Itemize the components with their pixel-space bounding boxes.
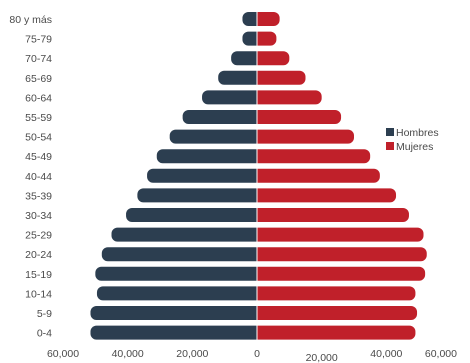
- bars-group: [90, 12, 427, 340]
- category-labels: 80 y más 75-79 70-74 65-69 60-64 55-59 50-54 45…: [9, 14, 52, 340]
- bar-hombres-70-74: [231, 51, 257, 66]
- category-label: 50-54: [25, 132, 52, 144]
- bar-mujeres-5-9: [257, 306, 418, 320]
- x-tick-label: 20,000: [176, 348, 208, 360]
- bar-mujeres-10-14: [257, 286, 416, 301]
- x-tick-label: 40,000: [112, 348, 144, 360]
- bar-mujeres-60-64: [257, 90, 322, 105]
- bar-hombres-20-24: [101, 247, 257, 262]
- bar-mujeres-55-59: [257, 110, 342, 124]
- legend-swatch-hombres: [386, 128, 394, 136]
- bar-hombres-40-44: [147, 168, 257, 183]
- bar-hombres-50-54: [169, 129, 257, 144]
- bar-hombres-65-69: [218, 70, 257, 85]
- bar-mujeres-65-69: [257, 70, 306, 85]
- bar-hombres-35-39: [137, 188, 257, 203]
- bar-mujeres-75-79: [257, 31, 277, 46]
- category-label: 0-4: [37, 328, 52, 340]
- bar-mujeres-15-19: [257, 266, 426, 281]
- bar-mujeres-70-74: [257, 51, 290, 66]
- bar-mujeres-25-29: [257, 227, 424, 242]
- bar-mujeres-20-24: [257, 247, 427, 262]
- category-label: 30-34: [25, 210, 52, 222]
- category-label: 70-74: [25, 53, 52, 65]
- category-label: 15-19: [25, 269, 52, 281]
- category-label: 60-64: [25, 92, 52, 104]
- bar-mujeres-35-39: [257, 188, 397, 203]
- bar-mujeres-30-34: [257, 208, 409, 222]
- category-label: 10-14: [25, 288, 52, 300]
- legend-label-hombres: Hombres: [396, 127, 439, 139]
- bar-hombres-30-34: [126, 208, 257, 222]
- x-tick-label: 60,000: [425, 348, 457, 360]
- bar-hombres-75-79: [242, 31, 257, 46]
- bar-mujeres-45-49: [257, 149, 371, 164]
- legend-label-mujeres: Mujeres: [396, 141, 433, 153]
- x-tick-label: 0: [254, 348, 260, 360]
- category-label: 40-44: [25, 171, 52, 183]
- x-tick-label: 40,000: [370, 348, 402, 360]
- bar-hombres-80-y-más: [242, 12, 257, 26]
- bar-mujeres-50-54: [257, 129, 354, 144]
- x-tick-label: 20,000: [306, 352, 338, 363]
- bar-hombres-45-49: [156, 149, 257, 164]
- bar-hombres-5-9: [90, 306, 257, 320]
- category-label: 25-29: [25, 230, 52, 242]
- bar-hombres-15-19: [95, 266, 257, 281]
- bar-hombres-55-59: [182, 110, 257, 124]
- legend-swatch-mujeres: [386, 142, 394, 150]
- category-label: 55-59: [25, 112, 52, 124]
- x-tick-labels: 60,000 40,000 20,000 0 20,000 40,000 60,000: [47, 348, 457, 363]
- legend: Hombres Mujeres: [386, 127, 439, 153]
- category-label: 75-79: [25, 34, 52, 46]
- bar-hombres-10-14: [96, 286, 257, 301]
- category-label: 5-9: [37, 308, 52, 320]
- bar-hombres-60-64: [202, 90, 257, 105]
- category-label: 80 y más: [9, 14, 52, 26]
- bar-mujeres-80-y-más: [257, 12, 280, 26]
- bar-mujeres-40-44: [257, 168, 380, 183]
- bar-hombres-0-4: [90, 325, 257, 340]
- category-label: 45-49: [25, 151, 52, 163]
- category-label: 20-24: [25, 249, 52, 261]
- category-label: 35-39: [25, 190, 52, 202]
- bar-hombres-25-29: [111, 227, 257, 242]
- x-tick-label: 60,000: [47, 348, 79, 360]
- bar-mujeres-0-4: [257, 325, 416, 340]
- category-label: 65-69: [25, 73, 52, 85]
